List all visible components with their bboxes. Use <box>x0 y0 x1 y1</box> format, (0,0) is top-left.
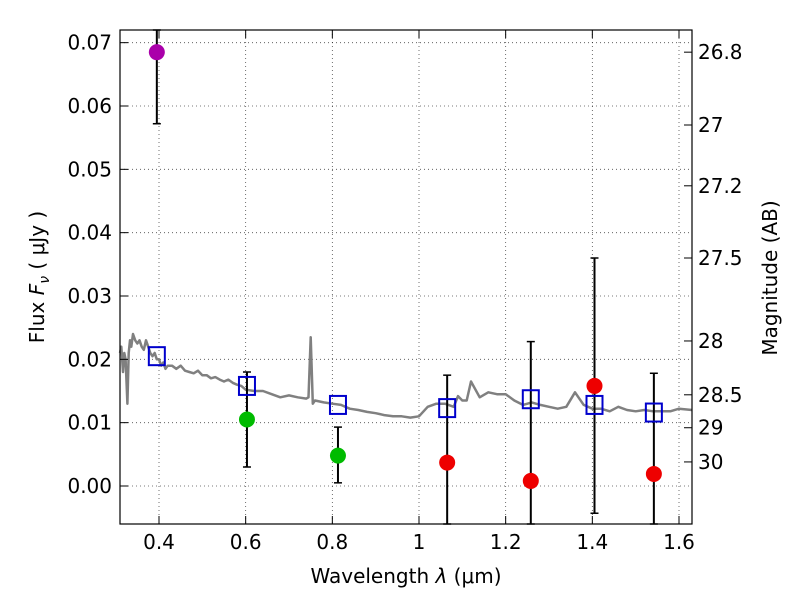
x-tick-label: 0.4 <box>143 530 175 554</box>
synthetic-photometry-marker <box>521 389 540 410</box>
y-axis-label: Flux Fν ( μJy ) <box>25 211 53 343</box>
y2-tick-label: 30 <box>698 450 723 474</box>
observed-point-optical <box>238 411 255 428</box>
y2-tick-label: 26.8 <box>698 40 743 64</box>
y-axis-label-prefix: Flux <box>25 295 49 343</box>
y-tick-label: 0.02 <box>67 347 112 371</box>
synthetic-photometry-marker <box>438 398 457 419</box>
ticks-layer: 0.4 0.6 0.8 1 1.2 1.4 1.6 0.00 0.01 0.02 0.03 0.04 0… <box>67 30 743 554</box>
synthetic-photometry-marker <box>585 394 604 415</box>
y2-axis-label: Magnitude (AB) <box>758 200 782 355</box>
observed-point-uv <box>148 44 165 61</box>
x-tick-label: 1.4 <box>576 530 608 554</box>
y-tick-label: 0.03 <box>67 284 112 308</box>
y2-tick-label: 29 <box>698 416 723 440</box>
errorbar-layer <box>152 29 658 525</box>
observed-point-nir <box>439 454 456 471</box>
synthetic-photometry-marker <box>147 346 166 367</box>
x-axis-label-unit: (μm) <box>447 564 501 588</box>
x-tick-label: 1.6 <box>663 530 695 554</box>
observed-point-nir <box>522 472 539 489</box>
x-tick-label: 0.6 <box>230 530 262 554</box>
x-tick-label: 1 <box>413 530 426 554</box>
y2-tick-label: 28.5 <box>698 383 743 407</box>
y2-tick-label: 27 <box>698 113 723 137</box>
x-axis-label-lambda: λ <box>434 564 447 588</box>
model-spectrum-layer <box>118 332 693 419</box>
y-axis-label-F: F <box>25 283 49 295</box>
observed-point-optical <box>329 447 346 464</box>
y2-tick-label: 27.5 <box>698 246 743 270</box>
observed-point-nir <box>586 377 603 394</box>
y-tick-label: 0.06 <box>67 94 112 118</box>
y-tick-label: 0.04 <box>67 221 112 245</box>
y-axis-label-nu: ν <box>37 276 53 284</box>
x-axis-label-prefix: Wavelength <box>310 564 435 588</box>
synthetic-photometry-marker <box>328 394 347 415</box>
observed-point-nir <box>645 465 662 482</box>
x-axis-label: Wavelength λ (μm) <box>310 564 501 588</box>
plot-frame <box>119 29 693 525</box>
grid <box>120 30 692 524</box>
model-spectrum-line <box>118 332 693 419</box>
y2-tick-label: 27.2 <box>698 174 743 198</box>
y-tick-label: 0.01 <box>67 411 112 435</box>
y-axis-label-unit: ( μJy ) <box>25 211 49 276</box>
synthetic-photometry-marker <box>644 402 663 423</box>
synthetic-photometry-marker <box>237 375 256 396</box>
x-tick-label: 1.2 <box>490 530 522 554</box>
y-tick-label: 0.07 <box>67 31 112 55</box>
y-tick-label: 0.05 <box>67 157 112 181</box>
y2-tick-label: 28 <box>698 329 723 353</box>
points-layer <box>147 44 663 489</box>
y-tick-label: 0.00 <box>67 474 112 498</box>
x-tick-label: 0.8 <box>316 530 348 554</box>
